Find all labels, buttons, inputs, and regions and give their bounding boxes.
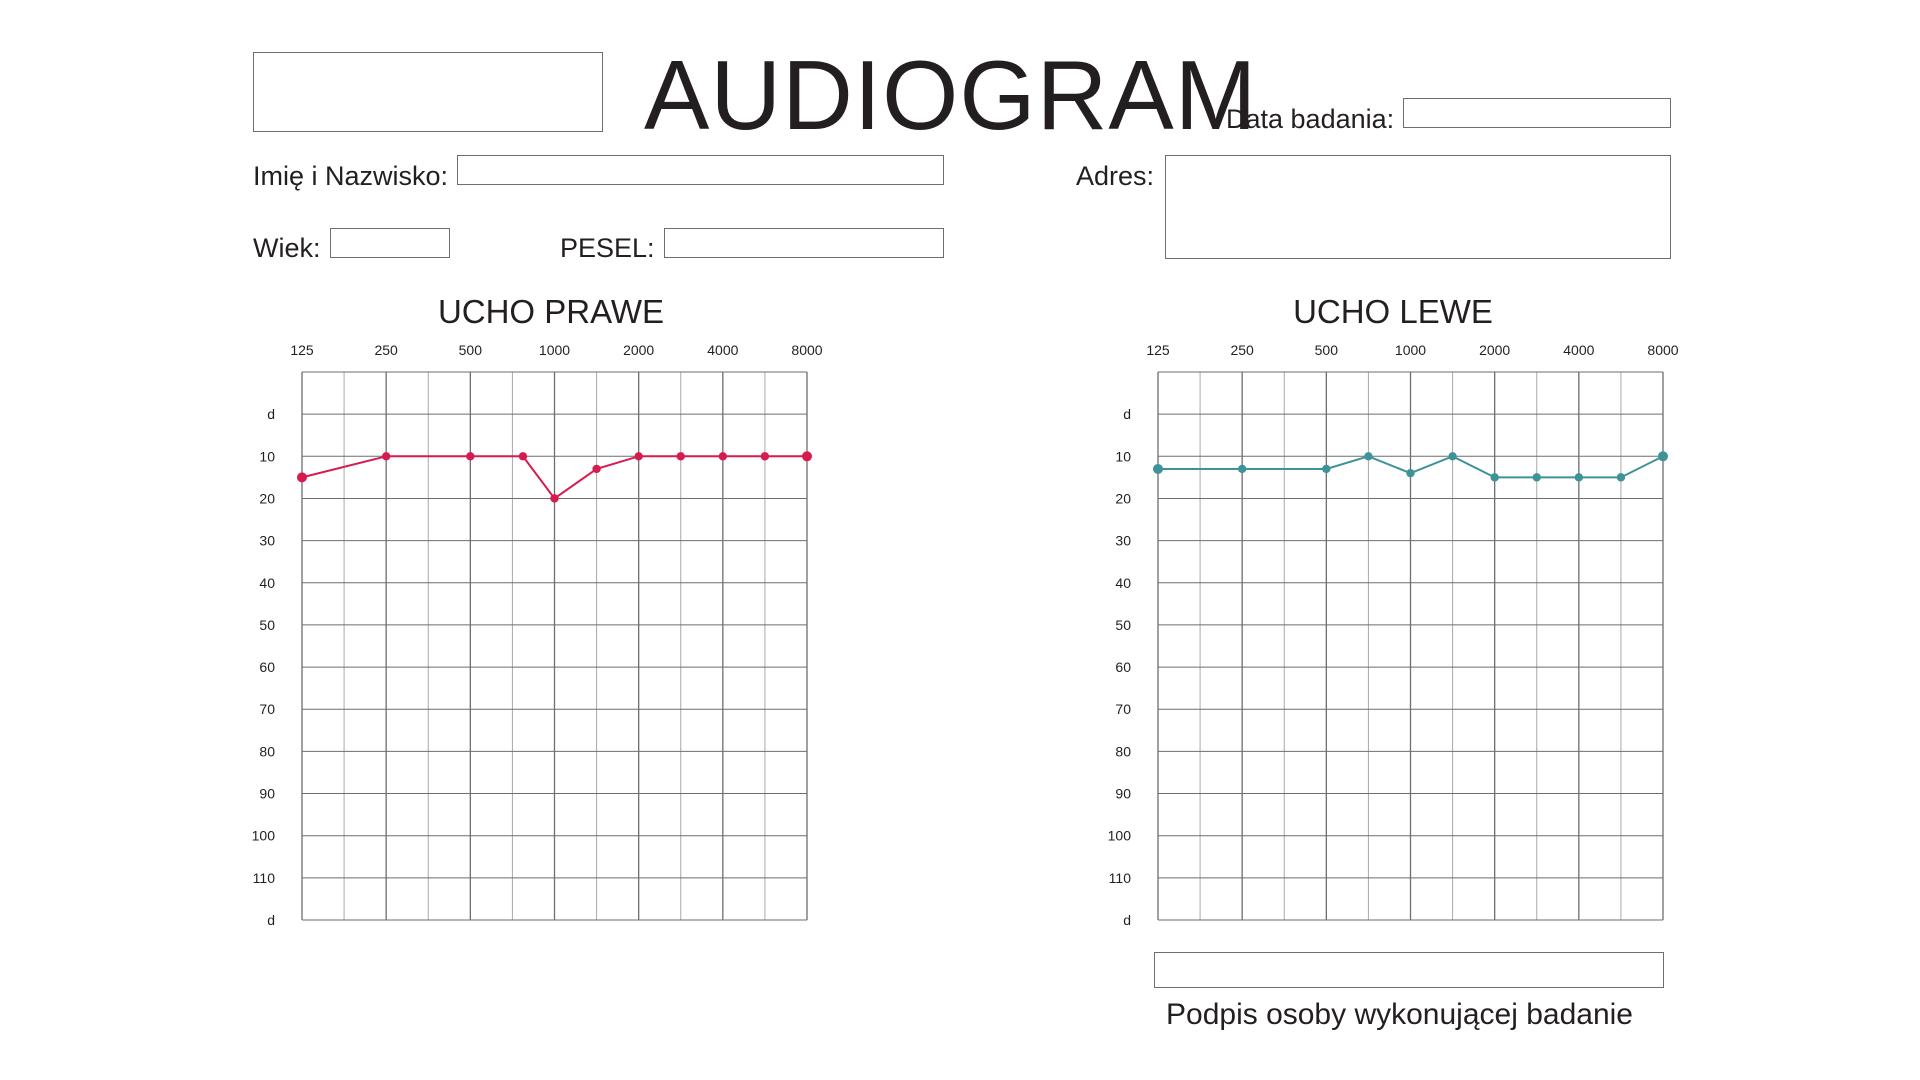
data-point-right-ear bbox=[297, 472, 307, 483]
y-tick-label-left-ear: 20 bbox=[1115, 490, 1131, 506]
y-tick-label-right-ear: 60 bbox=[259, 659, 275, 675]
age-field[interactable] bbox=[330, 228, 450, 258]
data-point-right-ear bbox=[634, 452, 643, 461]
y-tick-label-right-ear: d bbox=[267, 912, 275, 928]
y-tick-label-left-ear: 90 bbox=[1115, 786, 1131, 802]
data-point-right-ear bbox=[676, 452, 685, 461]
signature-label: Podpis osoby wykonującej badanie bbox=[1166, 998, 1633, 1031]
data-point-right-ear bbox=[518, 452, 528, 461]
logo-box[interactable] bbox=[253, 52, 603, 132]
y-tick-label-left-ear: d bbox=[1123, 406, 1131, 422]
data-point-right-ear bbox=[592, 464, 601, 474]
x-tick-label-left-ear: 8000 bbox=[1647, 342, 1678, 358]
chart-title-left-ear: UCHO LEWE bbox=[1293, 293, 1493, 330]
y-tick-label-right-ear: 110 bbox=[253, 870, 276, 886]
data-point-left-ear bbox=[1448, 452, 1457, 461]
date-field[interactable] bbox=[1403, 98, 1671, 128]
data-point-left-ear bbox=[1364, 452, 1373, 461]
y-tick-label-right-ear: 70 bbox=[259, 701, 275, 717]
data-point-left-ear bbox=[1658, 451, 1668, 462]
y-tick-label-left-ear: 80 bbox=[1115, 743, 1131, 759]
data-point-right-ear bbox=[802, 451, 812, 462]
y-tick-label-left-ear: 30 bbox=[1115, 533, 1131, 549]
data-point-left-ear bbox=[1153, 463, 1163, 474]
data-point-left-ear bbox=[1237, 464, 1247, 474]
x-tick-label-left-ear: 2000 bbox=[1479, 342, 1510, 358]
y-tick-label-right-ear: 90 bbox=[259, 786, 275, 802]
x-tick-label-left-ear: 1000 bbox=[1395, 342, 1426, 358]
x-tick-label-right-ear: 2000 bbox=[623, 342, 654, 358]
data-point-left-ear bbox=[1532, 473, 1541, 482]
pesel-field[interactable] bbox=[664, 228, 944, 258]
x-tick-label-right-ear: 8000 bbox=[791, 342, 822, 358]
name-field[interactable] bbox=[457, 155, 944, 185]
x-tick-label-right-ear: 250 bbox=[374, 342, 398, 358]
y-tick-label-left-ear: 50 bbox=[1115, 617, 1131, 633]
chart-title-right-ear: UCHO PRAWE bbox=[437, 293, 665, 330]
x-tick-label-left-ear: 125 bbox=[1146, 342, 1170, 358]
y-tick-label-right-ear: 10 bbox=[259, 448, 275, 464]
pesel-label: PESEL: bbox=[560, 233, 655, 263]
x-tick-label-left-ear: 500 bbox=[1315, 342, 1339, 358]
y-tick-label-left-ear: 40 bbox=[1115, 575, 1131, 591]
page-title: AUDIOGRAM bbox=[644, 40, 1258, 150]
age-label: Wiek: bbox=[253, 233, 321, 263]
y-tick-label-right-ear: 80 bbox=[259, 743, 275, 759]
x-tick-label-left-ear: 4000 bbox=[1563, 342, 1594, 358]
data-point-left-ear bbox=[1406, 468, 1415, 478]
y-tick-label-right-ear: 100 bbox=[252, 828, 276, 844]
signature-field[interactable] bbox=[1154, 952, 1664, 988]
data-point-right-ear bbox=[718, 452, 728, 461]
x-tick-label-left-ear: 250 bbox=[1230, 342, 1254, 358]
y-tick-label-right-ear: d bbox=[267, 406, 275, 422]
data-point-right-ear bbox=[381, 452, 391, 461]
address-label: Adres: bbox=[1076, 161, 1155, 191]
data-point-right-ear bbox=[466, 452, 475, 461]
x-tick-label-right-ear: 1000 bbox=[539, 342, 570, 358]
y-tick-label-left-ear: 100 bbox=[1108, 828, 1132, 844]
address-field[interactable] bbox=[1165, 155, 1671, 259]
data-point-right-ear bbox=[760, 452, 770, 461]
chart-group-right-ear: 125 250 500 1000 2000 4000 8000 d 10 20 30 40 50 60 70… bbox=[252, 342, 823, 928]
name-label: Imię i Nazwisko: bbox=[253, 161, 449, 191]
y-tick-label-right-ear: 20 bbox=[259, 490, 275, 506]
y-tick-label-right-ear: 40 bbox=[259, 575, 275, 591]
data-point-left-ear bbox=[1616, 473, 1626, 482]
x-tick-label-right-ear: 4000 bbox=[707, 342, 738, 358]
x-tick-label-right-ear: 500 bbox=[459, 342, 483, 358]
y-tick-label-left-ear: 10 bbox=[1115, 448, 1131, 464]
data-point-left-ear bbox=[1574, 473, 1584, 482]
y-tick-label-right-ear: 30 bbox=[259, 533, 275, 549]
y-tick-label-left-ear: 70 bbox=[1115, 701, 1131, 717]
y-tick-label-left-ear: d bbox=[1123, 912, 1131, 928]
y-tick-label-right-ear: 50 bbox=[259, 617, 275, 633]
data-point-left-ear bbox=[1322, 464, 1331, 474]
date-label: Data badania: bbox=[1226, 104, 1395, 134]
data-point-left-ear bbox=[1490, 473, 1499, 482]
x-tick-label-right-ear: 125 bbox=[290, 342, 314, 358]
y-tick-label-left-ear: 60 bbox=[1115, 659, 1131, 675]
data-point-right-ear bbox=[550, 494, 559, 503]
chart-group-left-ear: 125 250 500 1000 2000 4000 8000 d 10 20 30 40 50 60 70… bbox=[1108, 342, 1679, 928]
y-tick-label-left-ear: 110 bbox=[1109, 870, 1132, 886]
